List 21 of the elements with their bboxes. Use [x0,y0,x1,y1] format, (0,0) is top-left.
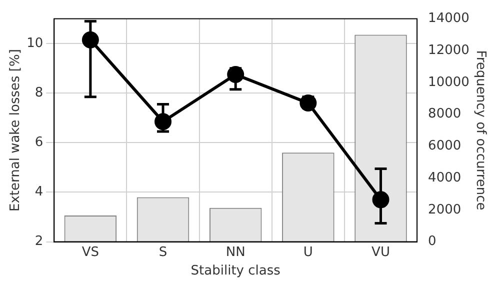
x-tick-label: VU [372,244,390,260]
y-tick-label: 10 [26,36,44,51]
y-axis-title: External wake losses [%] [8,49,24,212]
y-tick-label: 8 [34,86,44,101]
x-tick-label: VS [82,244,100,260]
y2-tick-label: 8000 [428,106,462,122]
x-tick-label: U [303,244,313,260]
y2-axis-title: Frequency of occurrence [472,50,488,210]
x-axis-title: Stability class [190,264,281,279]
y-tick-label: 6 [34,135,44,150]
y2-tick-label: 2000 [428,202,462,218]
y2-tick-label: 14000 [428,11,470,26]
y-tick-label: 2 [34,234,44,250]
y-tick-label: 4 [34,184,44,200]
x-tick-label: S [158,244,168,260]
y2-tick-label: 4000 [428,170,462,186]
y2-tick-label: 6000 [428,138,462,154]
y2-tick-label: 0 [428,234,436,250]
y2-tick-label: 10000 [428,74,470,90]
x-tick-label: NN [226,244,246,260]
y2-tick-label: 12000 [428,43,470,58]
